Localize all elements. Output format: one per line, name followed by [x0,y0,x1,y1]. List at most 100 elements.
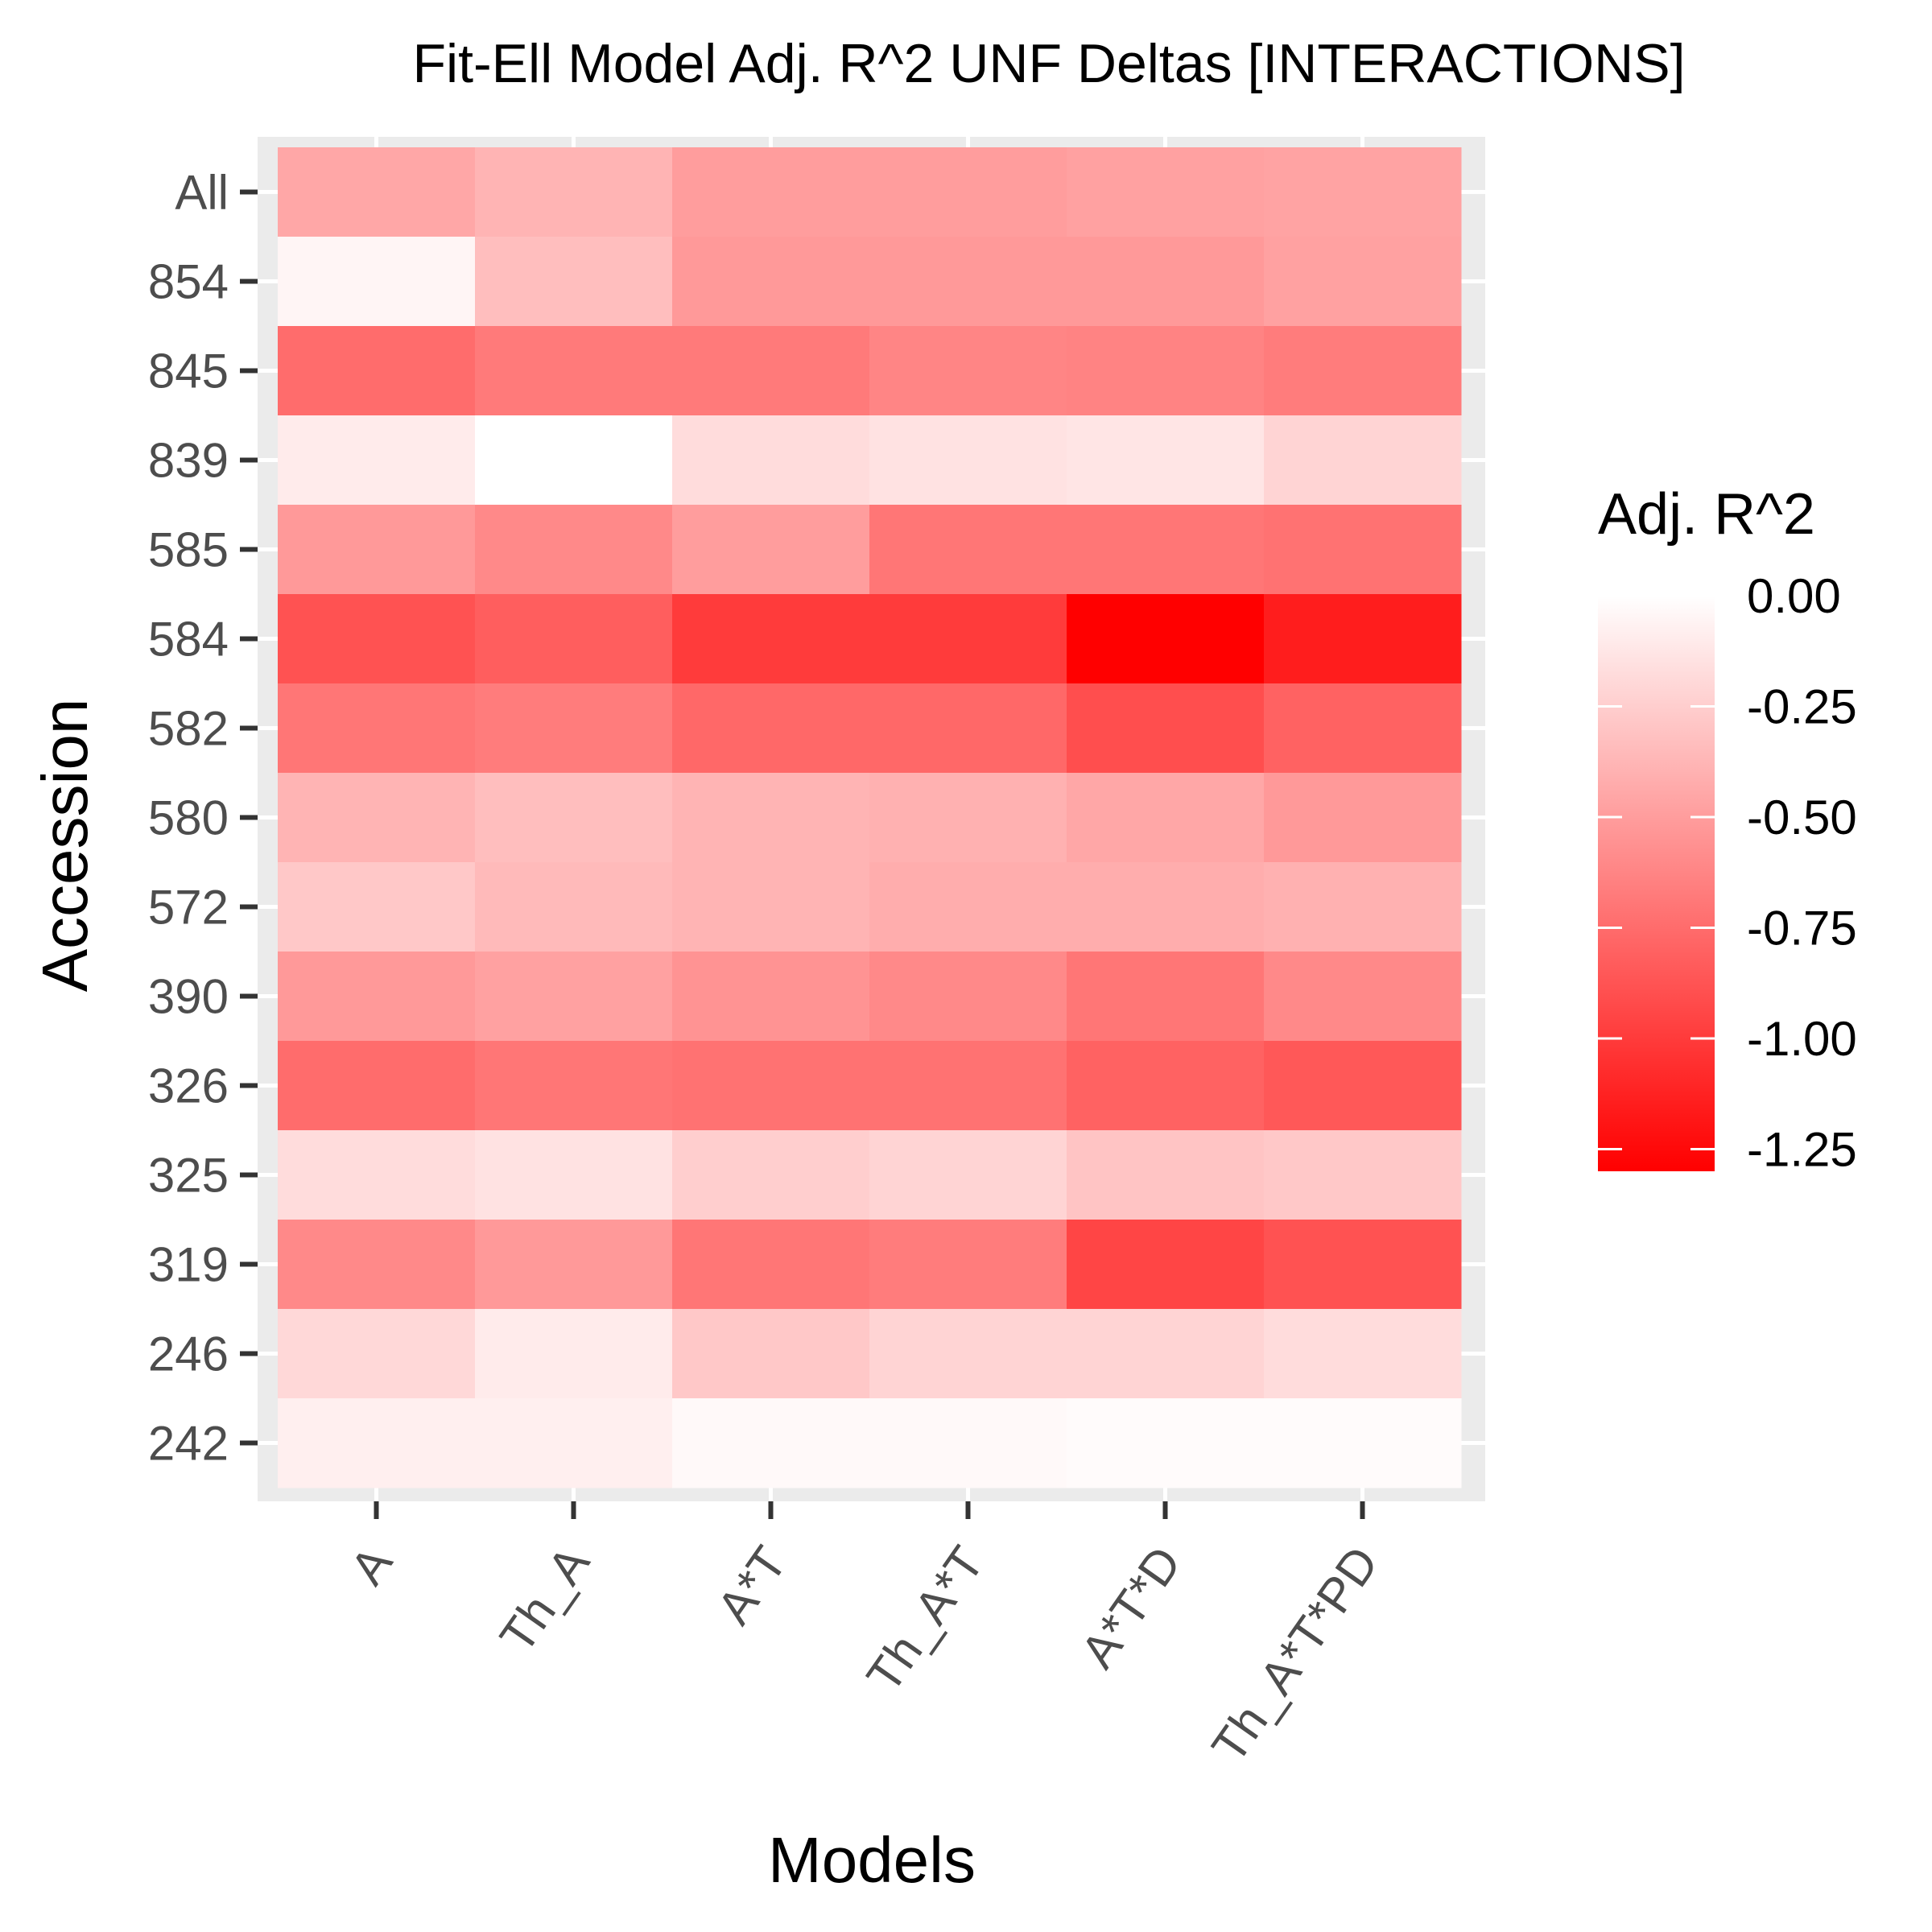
heatmap-cell-326-Th_A [475,1041,673,1131]
y-tick-label: 584 [148,613,229,667]
heatmap-cell-246-A [278,1309,476,1399]
heatmap-cell-325-Th_A*T [869,1130,1067,1220]
legend-tick-label: -1.00 [1747,1012,1857,1066]
heatmap-cell-839-Th_A*T [869,415,1067,506]
heatmap-cell-572-Th_A [475,862,673,952]
heatmap-cell-390-A*T*D [1067,952,1265,1042]
heatmap-cell-All-Th_A*T*PD [1264,147,1462,237]
heatmap-cell-All-A*T [672,147,870,237]
heatmap-cell-242-Th_A*T*PD [1264,1398,1462,1488]
heatmap-cell-584-Th_A*T [869,594,1067,684]
heatmap-cell-242-A*T*D [1067,1398,1265,1488]
heatmap-cell-845-Th_A [475,326,673,416]
heatmap-cell-584-Th_A [475,594,673,684]
heatmap-cell-854-Th_A [475,237,673,327]
heatmap-cell-580-Th_A*T [869,773,1067,863]
color-legend: Adj. R^2 0.00 -0.25 -0.50 -0.75 -1.00 -1.25 [1598,482,1857,1177]
heatmap-cell-246-A*T*D [1067,1309,1265,1399]
heatmap-cell-845-A*T [672,326,870,416]
heatmap-cell-580-A*T*D [1067,773,1265,863]
heatmap-cell-845-Th_A*T [869,326,1067,416]
x-axis-title: Models [768,1824,976,1896]
y-tick-label: 326 [148,1059,229,1113]
heatmap-cell-584-Th_A*T*PD [1264,594,1462,684]
x-tick-label: A [340,1537,402,1594]
legend-tick-label: -0.25 [1747,680,1857,734]
heatmap-cell-845-A [278,326,476,416]
heatmap-cell-325-A [278,1130,476,1220]
heatmap-cell-All-A*T*D [1067,147,1265,237]
heatmap-cell-582-A*T*D [1067,683,1265,774]
heatmap-cell-580-Th_A*T*PD [1264,773,1462,863]
y-tick-label: 246 [148,1327,229,1381]
heatmap-cell-582-Th_A*T [869,683,1067,774]
heatmap-cell-582-Th_A [475,683,673,774]
x-axis: A Th_A A*T Th_A*T A*T*D Th_A*T*PD [340,1501,1389,1772]
heatmap-cell-839-A*T [672,415,870,506]
y-tick-label: All [175,166,229,220]
heatmap-cell-319-A [278,1220,476,1310]
heatmap-cell-326-Th_A*T [869,1041,1067,1131]
heatmap-cell-242-Th_A*T [869,1398,1067,1488]
heatmap-cell-242-Th_A [475,1398,673,1488]
heatmap-cell-839-A [278,415,476,506]
legend-color-bar [1598,596,1715,1171]
x-tick-label: Th_A [489,1537,600,1662]
heatmap-cell-854-A [278,237,476,327]
y-tick-label: 845 [148,345,229,398]
heatmap-cell-242-A [278,1398,476,1488]
x-tick-label: Th_A*T*PD [1201,1537,1389,1772]
y-axis: All 854 845 839 585 584 582 580 572 390 326 325 319 2… [148,166,258,1471]
heatmap-cell-326-Th_A*T*PD [1264,1041,1462,1131]
heatmap-cell-572-A [278,862,476,952]
heatmap-cell-854-A*T [672,237,870,327]
heatmap-cell-All-Th_A [475,147,673,237]
heatmap-cell-390-A [278,952,476,1042]
heatmap-cell-246-Th_A [475,1309,673,1399]
heatmap-cell-325-A*T*D [1067,1130,1265,1220]
x-tick-label: A*T*D [1071,1537,1192,1678]
heatmap-cell-584-A [278,594,476,684]
heatmap-cell-585-A*T*D [1067,505,1265,595]
heatmap-cells [278,147,1462,1488]
heatmap-cell-839-Th_A*T*PD [1264,415,1462,506]
legend-tick-label: -0.50 [1747,791,1857,844]
heatmap-cell-390-Th_A*T [869,952,1067,1042]
heatmap-cell-854-Th_A*T*PD [1264,237,1462,327]
legend-title: Adj. R^2 [1598,482,1815,547]
heatmap-cell-390-Th_A*T*PD [1264,952,1462,1042]
y-tick-label: 325 [148,1149,229,1203]
heatmap-cell-242-A*T [672,1398,870,1488]
y-tick-label: 242 [148,1417,229,1471]
heatmap-cell-246-Th_A*T*PD [1264,1309,1462,1399]
legend-ticks: 0.00 -0.25 -0.50 -0.75 -1.00 -1.25 [1598,569,1857,1177]
chart-title: Fit-Ell Model Adj. R^2 UNF Deltas [INTER… [412,33,1685,94]
heatmap-cell-319-A*T [672,1220,870,1310]
heatmap-cell-584-A*T*D [1067,594,1265,684]
legend-tick-label: 0.00 [1747,569,1841,623]
heatmap-cell-585-A [278,505,476,595]
y-tick-label: 839 [148,434,229,488]
y-tick-label: 582 [148,702,229,756]
heatmap-cell-All-Th_A*T [869,147,1067,237]
legend-tick-label: -0.75 [1747,902,1857,956]
heatmap-cell-246-Th_A*T [869,1309,1067,1399]
heatmap-cell-572-Th_A*T*PD [1264,862,1462,952]
y-tick-label: 319 [148,1238,229,1292]
heatmap-cell-585-A*T [672,505,870,595]
heatmap-cell-582-A*T [672,683,870,774]
heatmap-cell-326-A*T [672,1041,870,1131]
y-tick-label: 580 [148,791,229,845]
heatmap-cell-584-A*T [672,594,870,684]
heatmap-cell-585-Th_A*T [869,505,1067,595]
heatmap-cell-582-Th_A*T*PD [1264,683,1462,774]
heatmap-cell-390-A*T [672,952,870,1042]
heatmap-cell-845-A*T*D [1067,326,1265,416]
heatmap-cell-580-A [278,773,476,863]
heatmap-cell-326-A [278,1041,476,1131]
y-tick-label: 585 [148,523,229,577]
y-tick-label: 390 [148,970,229,1024]
y-axis-title: Accession [29,699,101,993]
heatmap-cell-325-A*T [672,1130,870,1220]
heatmap-cell-580-Th_A [475,773,673,863]
